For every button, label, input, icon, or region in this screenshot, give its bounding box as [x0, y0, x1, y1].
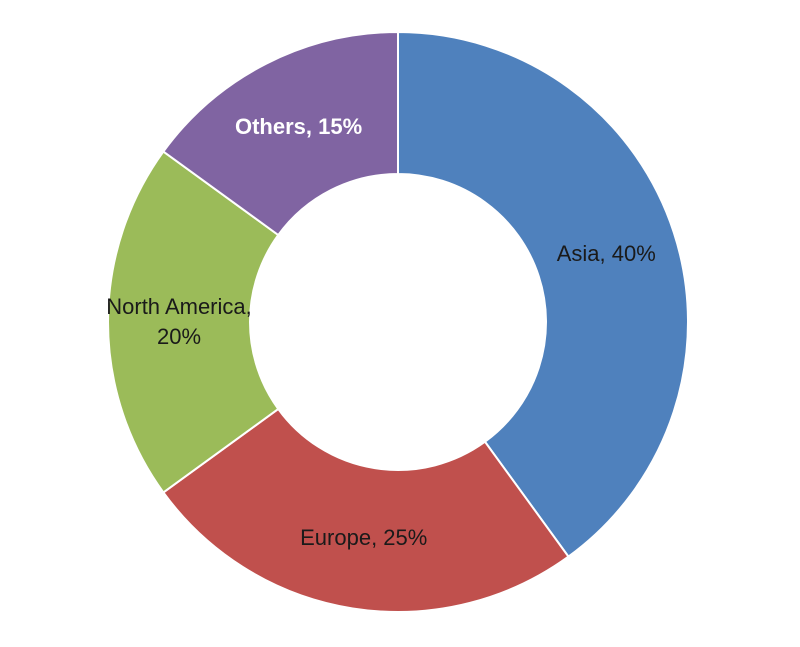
data-label: Europe, 25%	[300, 525, 428, 551]
donut-segment	[161, 407, 570, 613]
donut-segment	[397, 30, 689, 559]
donut-segment	[107, 150, 280, 494]
donut-segment	[161, 30, 399, 237]
data-label: Asia, 40%	[556, 241, 656, 267]
data-label: Others, 15%	[234, 113, 363, 139]
data-label: North America, 20%	[106, 294, 252, 349]
